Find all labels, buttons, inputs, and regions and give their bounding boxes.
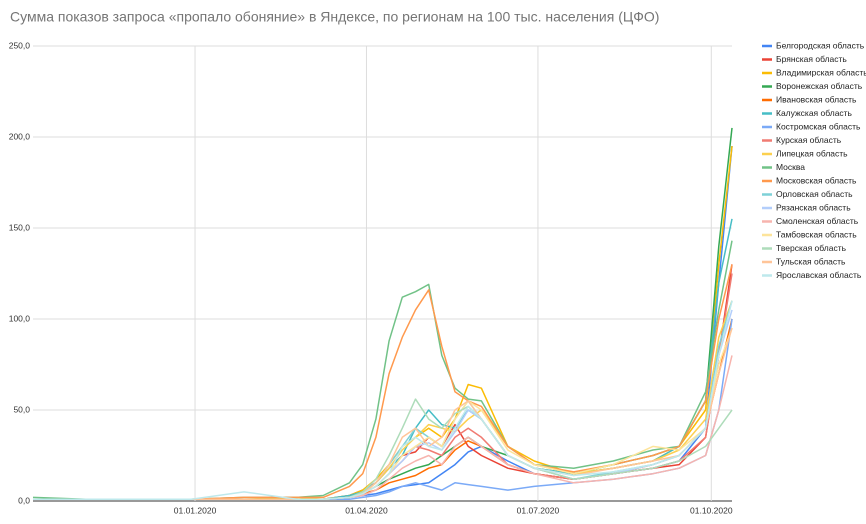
y-tick-label: 250,0 bbox=[9, 40, 31, 50]
legend-label: Тульская область bbox=[776, 256, 846, 266]
legend-label: Москва bbox=[776, 162, 805, 172]
series-line bbox=[33, 300, 733, 500]
chart-title: Сумма показов запроса «пропало обоняние»… bbox=[10, 9, 659, 25]
x-tick-label: 01.01.2020 bbox=[174, 505, 217, 515]
legend-label: Рязанская область bbox=[776, 202, 851, 212]
series-line bbox=[33, 264, 733, 500]
legend-label: Тверская область bbox=[776, 243, 847, 253]
y-tick-label: 150,0 bbox=[9, 222, 31, 232]
series-line bbox=[33, 327, 733, 500]
y-tick-label: 100,0 bbox=[9, 313, 31, 323]
legend-label: Воронежская область bbox=[776, 81, 863, 91]
legend-label: Тамбовская область bbox=[776, 229, 857, 239]
legend-label: Брянская область bbox=[776, 54, 847, 64]
legend-label: Костромская область bbox=[776, 121, 861, 131]
legend-label: Липецкая область bbox=[776, 148, 848, 158]
legend-label: Калужская область bbox=[776, 108, 853, 118]
x-tick-label: 01.04.2020 bbox=[345, 505, 388, 515]
legend-label: Орловская область bbox=[776, 189, 853, 199]
legend-label: Владимирская область bbox=[776, 67, 866, 77]
legend-label: Белгородская область bbox=[776, 40, 865, 50]
y-tick-label: 200,0 bbox=[9, 131, 31, 141]
series-line bbox=[32, 240, 733, 500]
y-tick-label: 50,0 bbox=[13, 404, 30, 414]
legend-label: Московская область bbox=[776, 175, 857, 185]
x-tick-label: 01.07.2020 bbox=[517, 505, 560, 515]
y-tick-label: 0,0 bbox=[18, 495, 30, 505]
legend-label: Смоленская область bbox=[776, 216, 859, 226]
legend-label: Курская область bbox=[776, 135, 842, 145]
legend-label: Ивановская область bbox=[776, 94, 857, 104]
series-line bbox=[33, 127, 733, 500]
legend-label: Ярославская область bbox=[776, 270, 862, 280]
x-tick-label: 01.10.2020 bbox=[690, 505, 733, 515]
series-line bbox=[33, 146, 733, 500]
series-line bbox=[33, 146, 733, 500]
